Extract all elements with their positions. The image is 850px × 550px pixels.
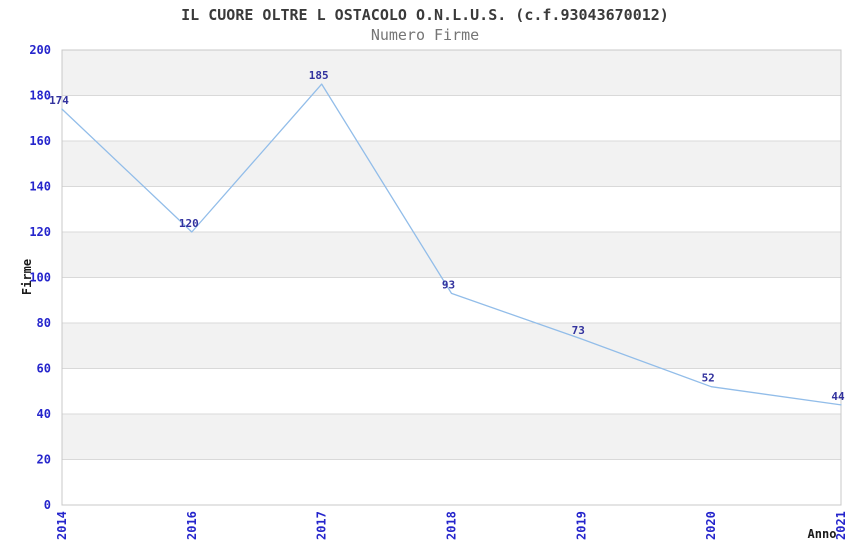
- grid-band: [62, 141, 841, 187]
- y-tick-label: 200: [29, 43, 51, 57]
- y-tick-label: 120: [29, 225, 51, 239]
- x-tick-label: 2019: [574, 511, 588, 540]
- point-label: 93: [442, 278, 455, 291]
- plot-border: [61, 49, 842, 506]
- chart-title: IL CUORE OLTRE L OSTACOLO O.N.L.U.S. (c.…: [181, 6, 669, 24]
- x-tick-label: 2021: [834, 511, 848, 540]
- point-label: 120: [179, 217, 199, 230]
- point-label: 44: [831, 390, 845, 403]
- y-tick-label: 180: [29, 89, 51, 103]
- y-tick-label: 0: [44, 498, 51, 512]
- point-label: 73: [572, 324, 585, 337]
- x-axis-label: Anno: [808, 527, 837, 541]
- x-tick-label: 2018: [445, 511, 459, 540]
- data-series-line: [61, 83, 842, 406]
- point-label: 52: [702, 372, 715, 385]
- y-tick-label: 160: [29, 134, 51, 148]
- grid-band: [62, 323, 841, 369]
- grid-band: [62, 414, 841, 460]
- x-tick-label: 2016: [185, 511, 199, 540]
- x-tick-label: 2020: [704, 511, 718, 540]
- x-tick-label: 2014: [55, 511, 69, 540]
- x-tick-label: 2017: [315, 511, 329, 540]
- point-label: 185: [309, 69, 329, 82]
- y-tick-label: 80: [37, 316, 51, 330]
- point-label: 174: [49, 94, 69, 107]
- y-tick-label: 60: [37, 362, 51, 376]
- y-tick-label: 40: [37, 407, 51, 421]
- chart-subtitle: Numero Firme: [370, 26, 480, 44]
- y-axis-label: Firme: [20, 259, 34, 295]
- y-tick-label: 20: [37, 453, 51, 467]
- grid-band: [62, 50, 841, 96]
- y-tick-label: 140: [29, 180, 51, 194]
- y-tick-label: 100: [29, 271, 51, 285]
- grid-band: [62, 232, 841, 278]
